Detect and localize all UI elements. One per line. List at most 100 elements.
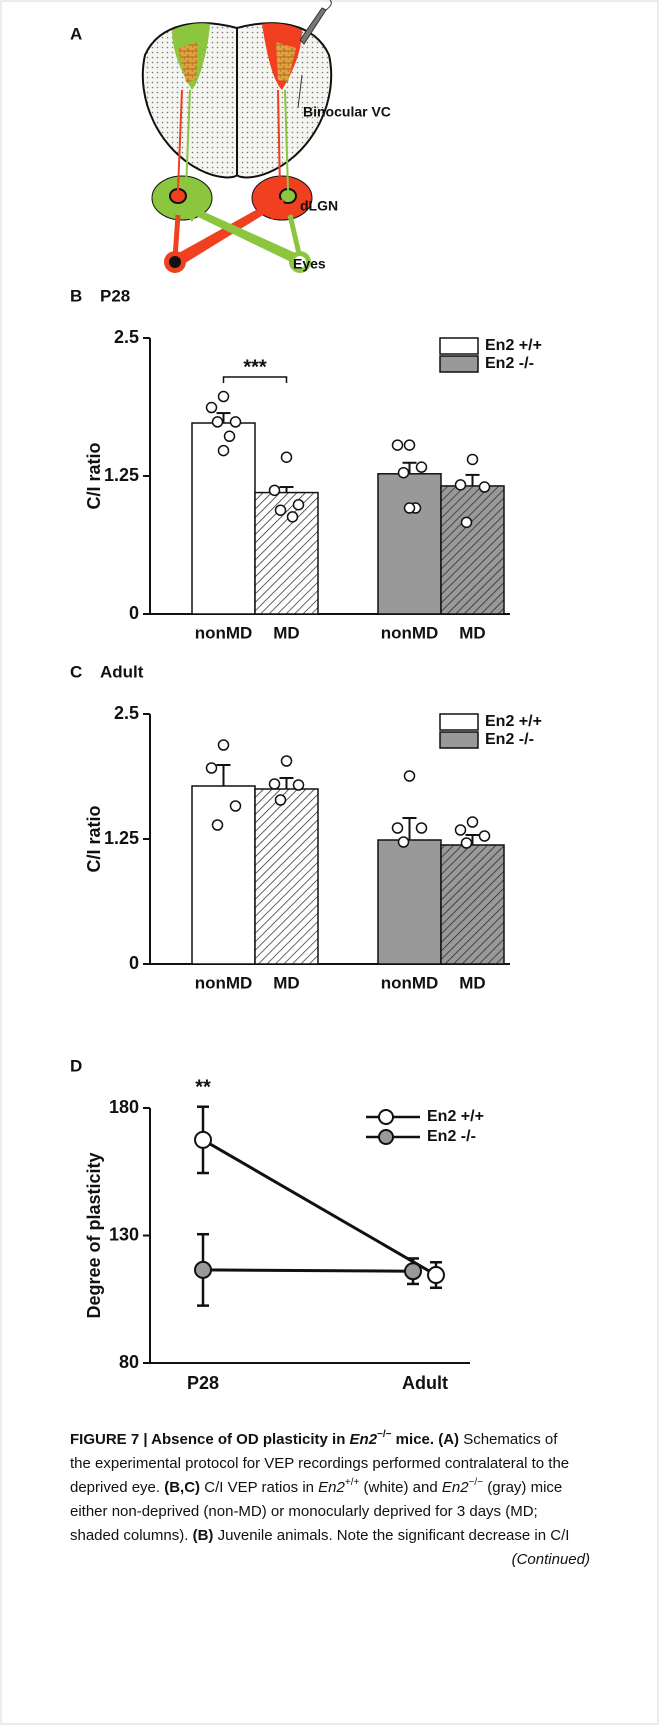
- caption-run: the experimental protocol for VEP record…: [70, 1455, 569, 1472]
- legend-label: En2 -/-: [485, 731, 534, 748]
- bar: [440, 485, 505, 615]
- data-point: [415, 461, 428, 473]
- data-point: [268, 484, 281, 497]
- caption-run: −/−: [377, 1429, 392, 1440]
- x-tick-label: nonMD: [195, 623, 253, 642]
- data-point: [466, 453, 479, 466]
- caption-run: deprived eye.: [70, 1479, 164, 1496]
- data-point: [415, 822, 428, 834]
- diagram-label: Binocular VC: [303, 104, 391, 120]
- y-tick-label: 0: [129, 603, 139, 623]
- data-point: [217, 444, 230, 457]
- y-tick-label: 1.25: [104, 828, 139, 848]
- panel-title: Adult: [100, 662, 144, 681]
- x-tick-label: nonMD: [381, 623, 439, 642]
- x-tick-label: MD: [459, 623, 485, 642]
- data-point: [205, 401, 218, 414]
- data-point: [404, 1262, 422, 1281]
- caption-line: either non-deprived (non-MD) or monocula…: [70, 1503, 538, 1520]
- significance-label: **: [195, 1076, 211, 1098]
- panel-title: P28: [100, 286, 130, 305]
- data-point: [217, 390, 230, 403]
- panel-label: B: [70, 286, 82, 305]
- caption-run: En2: [350, 1431, 378, 1448]
- caption-run: En2: [442, 1479, 469, 1496]
- data-point: [194, 1130, 212, 1149]
- data-point: [427, 1266, 445, 1285]
- x-tick-label: MD: [459, 973, 485, 992]
- bar: [377, 473, 442, 615]
- data-point: [274, 794, 287, 806]
- caption-run: Schematics of: [459, 1431, 558, 1448]
- y-axis-label: Degree of plasticity: [84, 1152, 104, 1318]
- y-axis-label: C/I ratio: [84, 805, 104, 872]
- legend-label: En2 +/+: [485, 713, 542, 730]
- caption-line: FIGURE 7 | Absence of OD plasticity in E…: [70, 1429, 558, 1448]
- caption-run: (white) and: [359, 1479, 442, 1496]
- x-tick-label: MD: [273, 973, 299, 992]
- caption-run: (gray) mice: [483, 1479, 562, 1496]
- caption-run: FIGURE 7 | Absence of OD plasticity in: [70, 1431, 350, 1448]
- data-point: [280, 451, 293, 463]
- bar: [440, 844, 505, 965]
- legend-swatch: [439, 337, 479, 355]
- caption-run: Juvenile animals. Note the significant d…: [213, 1527, 569, 1544]
- data-point: [268, 778, 281, 790]
- data-point: [454, 824, 467, 836]
- caption-run: En2: [318, 1479, 345, 1496]
- panel-label: D: [70, 1056, 82, 1075]
- x-tick-label: Adult: [402, 1373, 448, 1393]
- caption-run: (B): [193, 1527, 214, 1544]
- data-point: [211, 416, 224, 428]
- data-point: [403, 502, 416, 514]
- data-point: [397, 466, 410, 479]
- legend-swatch: [439, 731, 479, 749]
- data-point: [229, 416, 242, 428]
- panel-label: C: [70, 662, 82, 681]
- data-point: [274, 504, 287, 516]
- diagram-label: dLGN: [300, 198, 338, 214]
- caption-run: +/+: [345, 1477, 360, 1488]
- bar: [377, 839, 442, 965]
- data-point: [292, 498, 305, 511]
- data-point: [460, 837, 473, 849]
- caption-run: either non-deprived (non-MD) or monocula…: [70, 1503, 538, 1520]
- legend-label: En2 -/-: [485, 355, 534, 372]
- legend-label: En2 +/+: [485, 337, 542, 354]
- x-tick-label: MD: [273, 623, 299, 642]
- caption-line: the experimental protocol for VEP record…: [70, 1455, 569, 1472]
- x-tick-label: P28: [187, 1373, 219, 1393]
- panel-label: A: [70, 24, 82, 43]
- y-tick-label: 130: [109, 1224, 139, 1244]
- bar: [254, 491, 319, 615]
- series-line: [202, 1268, 414, 1273]
- y-tick-label: 0: [129, 953, 139, 973]
- data-point: [217, 739, 230, 751]
- data-point: [391, 439, 404, 451]
- data-point: [460, 516, 473, 529]
- y-tick-label: 80: [119, 1352, 139, 1372]
- caption-run: shaded columns).: [70, 1527, 193, 1544]
- y-tick-label: 2.5: [114, 703, 139, 723]
- caption-continued: (Continued): [512, 1551, 590, 1568]
- caption-run: C/I VEP ratios in: [200, 1479, 318, 1496]
- data-point: [286, 511, 299, 523]
- y-tick-label: 1.25: [104, 465, 139, 485]
- schematic: A Binocular VC dLGN Eyes: [70, 0, 391, 273]
- significance-label: ***: [243, 356, 267, 378]
- y-tick-label: 180: [109, 1097, 139, 1117]
- data-point: [194, 1260, 212, 1279]
- caption-run: (B,C): [164, 1479, 200, 1496]
- data-point: [466, 816, 479, 828]
- significance-bracket: [222, 376, 288, 383]
- data-point: [280, 755, 293, 767]
- legend-marker: [378, 1109, 394, 1125]
- x-tick-label: nonMD: [195, 973, 253, 992]
- series-line: [202, 1138, 437, 1277]
- legend-swatch: [439, 713, 479, 731]
- bar: [254, 788, 319, 965]
- legend-label: En2 -/-: [427, 1128, 476, 1145]
